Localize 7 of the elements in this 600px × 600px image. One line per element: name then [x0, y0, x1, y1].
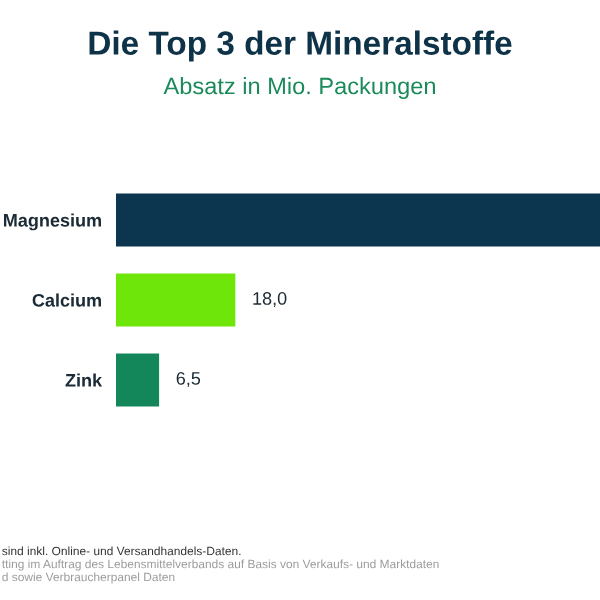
y-tick-label: Calcium — [32, 293, 101, 307]
y-tick-label: Zink — [65, 373, 103, 387]
y-tick-label: Magnesium — [4, 213, 101, 231]
data-label: 18,0 — [253, 292, 287, 307]
chart-title: Die Top 3 der Mineralstoffe — [89, 30, 512, 62]
chart-subtitle: Absatz in Mio. Packungen — [163, 77, 435, 99]
data-label: 6,5 — [176, 372, 201, 387]
